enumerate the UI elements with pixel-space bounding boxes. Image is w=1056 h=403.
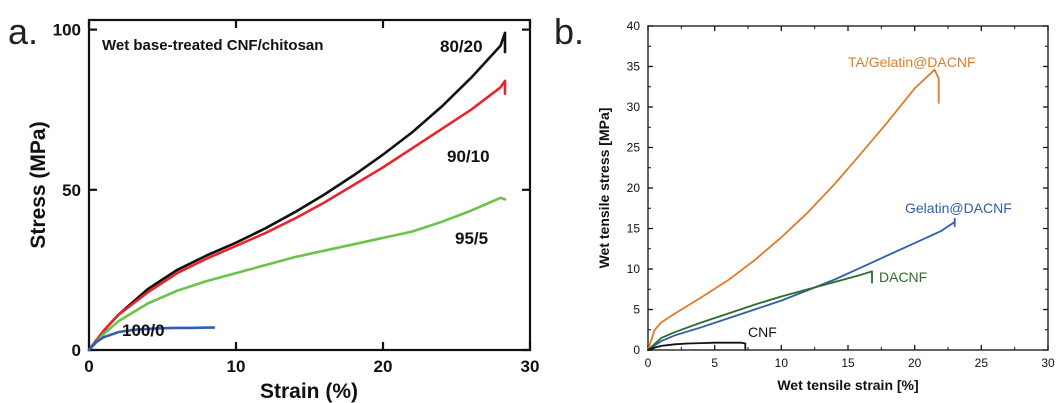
series-line-ta-gelatin-dacnf xyxy=(647,68,940,351)
y-tick-label: 40 xyxy=(627,19,641,33)
series-line-cnf xyxy=(647,341,747,351)
series-label-95-5: 95/5 xyxy=(455,229,488,248)
chart-panel-b: b. 0 5 10 15 20 25 30 0 5 10 15 20 25 30 35 40 Wet tensil… xyxy=(554,11,1055,393)
series-label-cnf: CNF xyxy=(748,324,777,340)
series-line-95-5 xyxy=(87,196,507,352)
x-tick-label: 25 xyxy=(975,356,989,370)
series-line-dacnf xyxy=(647,270,873,351)
y-tick-label: 50 xyxy=(62,181,81,200)
y-tick-label: 15 xyxy=(627,222,641,236)
y-tick-label: 30 xyxy=(627,100,641,114)
x-tick-label: 30 xyxy=(1041,356,1055,370)
y-tick-label: 0 xyxy=(633,343,640,357)
y-tick-label: 25 xyxy=(627,141,641,155)
series-line-90-10 xyxy=(87,79,507,352)
series-label-90-10: 90/10 xyxy=(447,147,490,166)
series-label-gelatin-dacnf: Gelatin@DACNF xyxy=(905,200,1012,216)
x-axis-label: Wet tensile strain [%] xyxy=(777,377,918,393)
panel-label: b. xyxy=(554,11,584,52)
panel-label: a. xyxy=(8,11,38,52)
y-tick-label: 5 xyxy=(633,303,640,317)
y-tick-label: 10 xyxy=(627,262,641,276)
series-line-100-0 xyxy=(87,326,216,352)
y-axis-label: Wet tensile stress [MPa] xyxy=(596,108,612,269)
series-line-80-20 xyxy=(87,31,507,352)
y-tick-label: 35 xyxy=(627,60,641,74)
chart-panel-a: a. 0 10 20 30 0 50 100 Strain (%) Stress (MPa) Wet… xyxy=(8,11,539,403)
x-tick-label: 10 xyxy=(227,357,246,376)
series-label-ta-gelatin-dacnf: TA/Gelatin@DACNF xyxy=(848,54,976,70)
plot-frame xyxy=(647,25,1049,351)
y-tick-label: 0 xyxy=(72,341,81,360)
x-tick-label: 20 xyxy=(908,356,922,370)
x-tick-label: 30 xyxy=(521,357,540,376)
series-label-100-0: 100/0 xyxy=(122,321,165,340)
y-axis-label: Stress (MPa) xyxy=(27,121,50,248)
series-label-dacnf: DACNF xyxy=(879,269,927,285)
x-tick-label: 20 xyxy=(374,357,393,376)
x-tick-label: 5 xyxy=(711,356,718,370)
x-axis-label: Strain (%) xyxy=(260,380,358,403)
plot-frame xyxy=(87,18,532,352)
y-tick-label: 100 xyxy=(53,21,81,40)
x-tick-label: 0 xyxy=(645,356,652,370)
x-tick-label: 15 xyxy=(841,356,855,370)
x-tick-label: 0 xyxy=(84,357,93,376)
y-tick-label: 20 xyxy=(627,181,641,195)
series-label-80-20: 80/20 xyxy=(440,37,483,56)
x-tick-label: 10 xyxy=(775,356,789,370)
chart-title: Wet base-treated CNF/chitosan xyxy=(102,37,323,54)
